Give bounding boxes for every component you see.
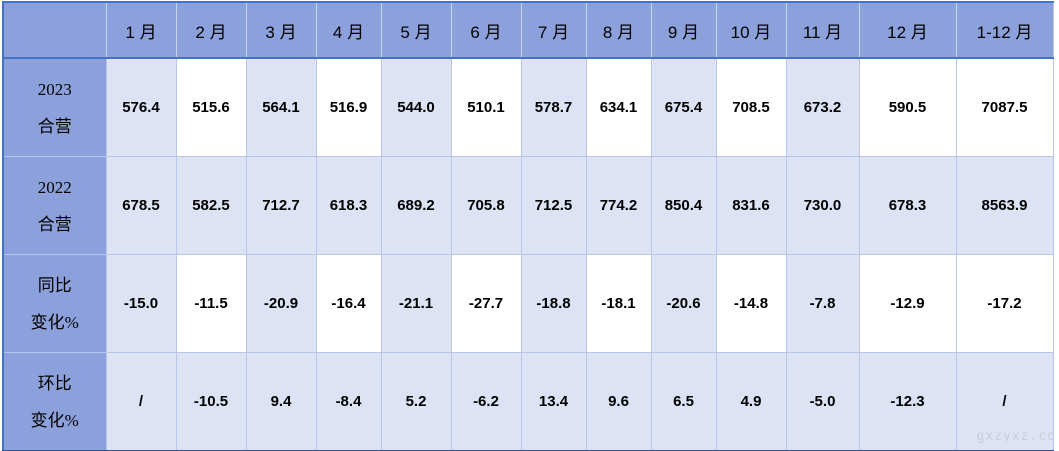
data-cell: -20.9: [245, 254, 317, 353]
data-cell: -7.8: [785, 254, 860, 353]
column-header: 4 月: [315, 1, 382, 59]
data-cell: -17.2: [955, 254, 1054, 353]
data-cell: -18.8: [520, 254, 587, 353]
data-cell: 576.4: [105, 57, 177, 157]
data-cell: 712.5: [520, 156, 587, 255]
data-cell: -18.1: [585, 254, 652, 353]
column-header: 3 月: [245, 1, 317, 59]
data-cell: 831.6: [715, 156, 787, 255]
data-cell: -14.8: [715, 254, 787, 353]
row-label-line: 合营: [37, 116, 72, 136]
row-label-line: 合营: [37, 214, 72, 234]
data-cell: 850.4: [650, 156, 717, 255]
row-label: 同比变化%: [2, 254, 107, 353]
table-row: 2022 合营 678.5 582.5 712.7 618.3 689.2 705.8 712.…: [2, 156, 1054, 255]
column-header: 1-12 月: [955, 1, 1054, 59]
data-cell: 6.5: [650, 352, 717, 451]
data-cell: 708.5: [715, 57, 787, 157]
data-cell: 564.1: [245, 57, 317, 157]
data-cell: 9.6: [585, 352, 652, 451]
data-cell: 634.1: [585, 57, 652, 157]
data-cell: /: [955, 352, 1054, 451]
column-header: 7 月: [520, 1, 587, 59]
row-label-line: 同比: [37, 275, 72, 295]
column-header: 8 月: [585, 1, 652, 59]
data-cell: -6.2: [450, 352, 522, 451]
column-header: 12 月: [858, 1, 957, 59]
data-cell: -8.4: [315, 352, 382, 451]
data-cell: 13.4: [520, 352, 587, 451]
data-cell: 515.6: [175, 57, 247, 157]
data-cell: -27.7: [450, 254, 522, 353]
data-cell: 730.0: [785, 156, 860, 255]
row-label: 2022 合营: [2, 156, 107, 255]
data-cell: 678.5: [105, 156, 177, 255]
row-label-line: 变化%: [30, 312, 79, 332]
data-cell: 675.4: [650, 57, 717, 157]
data-cell: -12.3: [858, 352, 957, 451]
row-label-line: 环比: [37, 373, 72, 393]
row-label-line: 2023: [37, 79, 72, 99]
data-cell: 9.4: [245, 352, 317, 451]
data-cell: -5.0: [785, 352, 860, 451]
column-header: 9 月: [650, 1, 717, 59]
column-header: 2 月: [175, 1, 247, 59]
data-cell: 705.8: [450, 156, 522, 255]
column-header: 1 月: [105, 1, 177, 59]
data-cell: 4.9: [715, 352, 787, 451]
table-row: 同比 变化% -15.0 -11.5 -20.9 -16.4 -21.1 -27.7 -18.8…: [2, 254, 1054, 353]
data-cell: /: [105, 352, 177, 451]
data-cell: 8563.9: [955, 156, 1054, 255]
table-body: 2023 合营 576.4 515.6 564.1 516.9 544.0 510.1 578.…: [2, 57, 1054, 451]
data-cell: 673.2: [785, 57, 860, 157]
column-header: 5 月: [380, 1, 452, 59]
data-cell: -16.4: [315, 254, 382, 353]
data-cell: -15.0: [105, 254, 177, 353]
data-cell: -12.9: [858, 254, 957, 353]
corner-cell: [2, 1, 107, 59]
data-cell: -11.5: [175, 254, 247, 353]
data-cell: 578.7: [520, 57, 587, 157]
data-cell: 5.2: [380, 352, 452, 451]
row-label-line: 2022: [37, 177, 72, 197]
table-row: 2023 合营 576.4 515.6 564.1 516.9 544.0 510.1 578.…: [2, 57, 1054, 157]
data-cell: 689.2: [380, 156, 452, 255]
data-cell: 510.1: [450, 57, 522, 157]
data-cell: 582.5: [175, 156, 247, 255]
data-cell: 678.3: [858, 156, 957, 255]
data-cell: 516.9: [315, 57, 382, 157]
data-cell: 590.5: [858, 57, 957, 157]
column-header: 11 月: [785, 1, 860, 59]
data-cell: 544.0: [380, 57, 452, 157]
data-cell: 7087.5: [955, 57, 1054, 157]
data-cell: 712.7: [245, 156, 317, 255]
data-cell: 774.2: [585, 156, 652, 255]
row-label-line: 变化%: [30, 410, 79, 430]
row-label: 2023 合营: [2, 57, 107, 157]
data-cell: -20.6: [650, 254, 717, 353]
row-label: 环比变化%: [2, 352, 107, 451]
data-cell: 618.3: [315, 156, 382, 255]
column-header: 10 月: [715, 1, 787, 59]
data-cell: -21.1: [380, 254, 452, 353]
column-header: 6 月: [450, 1, 522, 59]
table-row: 环比 变化% / -10.5 9.4 -8.4 5.2 -6.2 13.4 9.6 6.5 4.9 -5…: [2, 352, 1054, 451]
data-cell: -10.5: [175, 352, 247, 451]
